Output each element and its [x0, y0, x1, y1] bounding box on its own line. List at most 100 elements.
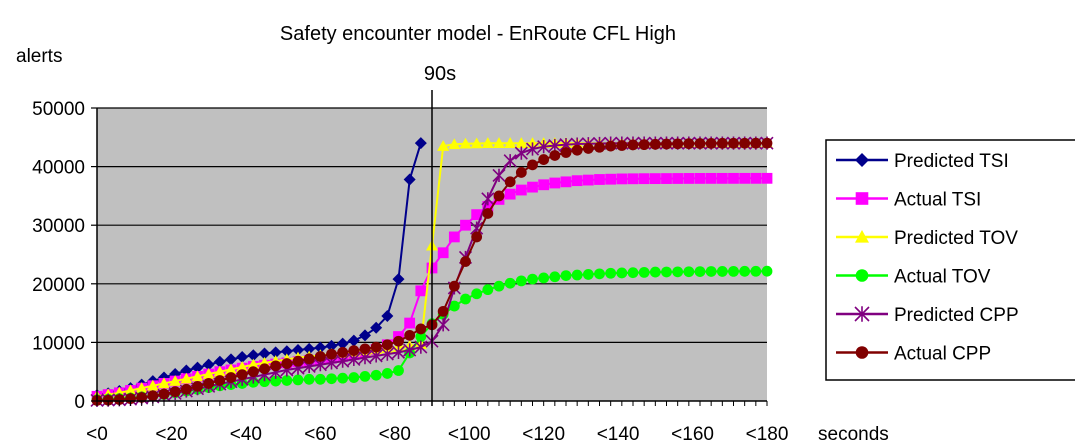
- legend-entry: Actual CPP: [836, 344, 991, 365]
- legend-box: [825, 139, 1075, 381]
- data-point: [594, 174, 605, 185]
- data-point: [716, 266, 728, 277]
- data-point: [683, 173, 695, 184]
- data-point: [616, 173, 628, 185]
- data-point: [527, 181, 538, 193]
- data-point: [471, 231, 483, 243]
- data-point: [158, 377, 170, 389]
- legend-label: Predicted TSI: [894, 151, 1009, 172]
- data-point: [314, 341, 327, 354]
- data-point: [213, 365, 226, 377]
- data-point: [437, 247, 449, 259]
- data-point: [527, 159, 538, 171]
- data-point: [616, 267, 628, 279]
- data-point: [537, 140, 551, 154]
- x-tick-label: <80: [379, 424, 411, 445]
- data-point: [504, 188, 516, 200]
- data-point: [549, 271, 561, 283]
- data-point: [225, 363, 237, 375]
- data-point: [594, 268, 605, 280]
- data-point: [415, 285, 427, 297]
- data-point: [393, 365, 404, 376]
- data-point: [158, 388, 170, 400]
- data-point: [560, 147, 572, 158]
- data-point: [292, 355, 304, 367]
- y-tick-label: 30000: [32, 216, 85, 237]
- data-point: [694, 138, 706, 149]
- data-point: [392, 273, 405, 286]
- data-point: [303, 373, 315, 385]
- data-point: [270, 375, 282, 387]
- data-point: [761, 137, 773, 149]
- data-point: [471, 288, 483, 300]
- data-point: [627, 139, 639, 151]
- data-point: [594, 141, 605, 153]
- data-point: [493, 137, 505, 148]
- data-point: [314, 351, 326, 362]
- data-point: [314, 373, 326, 385]
- data-point: [259, 376, 270, 388]
- data-point: [649, 173, 661, 185]
- data-point: [739, 172, 751, 184]
- data-point: [404, 317, 416, 329]
- data-point: [750, 265, 762, 277]
- data-point: [448, 231, 460, 243]
- legend-marker: [855, 153, 869, 167]
- data-point: [303, 342, 316, 355]
- data-point: [269, 346, 282, 359]
- data-point: [225, 372, 237, 383]
- data-point: [638, 266, 650, 278]
- data-point: [504, 176, 516, 188]
- data-point: [448, 138, 461, 150]
- y-tick-label: 20000: [32, 275, 85, 296]
- data-point: [292, 344, 304, 357]
- data-point: [460, 256, 471, 267]
- data-point: [214, 375, 226, 386]
- data-point: [694, 173, 706, 184]
- legend-marker: [855, 192, 869, 205]
- y-axis-label: alerts: [16, 46, 62, 67]
- data-point: [538, 272, 550, 284]
- data-point: [716, 137, 728, 149]
- data-point: [492, 168, 506, 182]
- data-point: [381, 310, 394, 323]
- data-point: [683, 138, 695, 150]
- legend-label: Predicted CPP: [894, 305, 1019, 326]
- data-point: [247, 358, 260, 370]
- data-point: [739, 265, 751, 277]
- data-point: [236, 351, 249, 364]
- data-point: [761, 265, 773, 277]
- data-point: [448, 300, 460, 312]
- data-point: [147, 390, 159, 402]
- x-axis-label: seconds: [818, 424, 889, 445]
- data-point: [705, 172, 717, 184]
- data-point: [538, 154, 550, 165]
- data-point: [504, 137, 517, 148]
- data-point: [571, 269, 583, 281]
- data-point: [281, 358, 293, 369]
- data-point: [728, 137, 739, 149]
- data-point: [661, 173, 672, 184]
- x-tick-label: <60: [304, 424, 336, 445]
- data-point: [627, 267, 639, 279]
- data-point: [560, 270, 572, 281]
- data-point: [202, 358, 215, 371]
- data-point: [515, 184, 527, 196]
- data-point: [470, 137, 483, 149]
- data-point: [649, 138, 661, 150]
- data-point: [348, 345, 360, 357]
- y-tick-label: 50000: [32, 99, 85, 120]
- data-point: [460, 219, 471, 231]
- y-tick-label: 10000: [32, 333, 85, 354]
- data-point: [459, 137, 472, 149]
- legend-label: Actual TOV: [894, 267, 991, 288]
- data-point: [414, 137, 427, 150]
- legend-label: Actual TSI: [894, 190, 981, 211]
- legend-marker: [855, 230, 869, 243]
- x-tick-label: <120: [522, 424, 565, 445]
- data-point: [716, 172, 728, 184]
- data-point: [525, 142, 540, 156]
- data-point: [582, 269, 594, 280]
- data-point: [404, 329, 416, 341]
